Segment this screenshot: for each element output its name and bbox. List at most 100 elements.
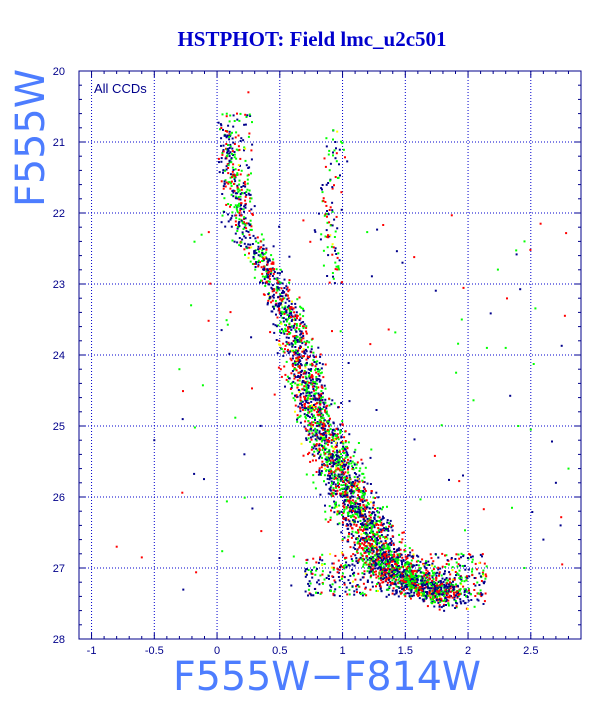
data-point [463, 594, 466, 596]
data-point [222, 187, 225, 190]
data-point [285, 336, 288, 339]
data-point [337, 267, 340, 269]
data-point [360, 528, 363, 531]
data-point [433, 565, 436, 568]
data-point [365, 545, 368, 548]
data-point [341, 423, 344, 426]
data-point [377, 558, 380, 561]
data-point [238, 218, 241, 221]
data-point [305, 437, 308, 440]
data-point [385, 526, 388, 529]
data-point [328, 450, 331, 453]
data-point [438, 590, 441, 593]
data-point [410, 563, 413, 566]
data-point [235, 195, 238, 198]
data-point [452, 588, 455, 591]
data-point [426, 605, 429, 608]
data-point [326, 221, 329, 224]
data-point [318, 471, 321, 474]
data-point [259, 240, 262, 243]
data-point [332, 277, 335, 280]
data-point [269, 331, 272, 334]
data-point [385, 529, 388, 532]
data-point [482, 569, 485, 572]
data-point [312, 421, 315, 424]
data-point [243, 216, 246, 219]
data-point [305, 386, 308, 389]
data-point [243, 210, 245, 213]
data-point [380, 556, 383, 559]
data-point [193, 426, 196, 429]
data-point [387, 549, 390, 552]
data-point [342, 468, 345, 471]
data-point [266, 269, 269, 272]
data-point [320, 416, 323, 419]
data-point [324, 518, 327, 521]
data-point [263, 267, 266, 270]
data-point [347, 465, 350, 468]
data-point [330, 480, 333, 483]
data-point [307, 368, 310, 371]
data-point [411, 573, 414, 576]
data-point [424, 597, 427, 600]
data-point [292, 354, 295, 357]
data-point [346, 445, 348, 448]
data-point [378, 531, 381, 533]
data-point [372, 536, 374, 539]
data-point [382, 515, 384, 518]
data-point [322, 406, 325, 409]
data-point [374, 497, 377, 499]
data-point [321, 573, 324, 576]
data-point [330, 484, 333, 487]
data-point [363, 573, 366, 576]
data-point [349, 456, 352, 459]
data-point [414, 590, 417, 593]
data-point [220, 180, 223, 183]
data-point [257, 261, 260, 264]
data-point [444, 597, 447, 600]
data-point [411, 595, 414, 598]
data-point [335, 467, 337, 470]
data-point [464, 576, 467, 579]
data-point [473, 577, 476, 579]
data-point [333, 506, 336, 509]
data-point [331, 187, 334, 190]
data-point [337, 473, 340, 476]
data-point [320, 371, 323, 374]
data-point [218, 161, 220, 164]
data-point [307, 346, 309, 349]
data-point [358, 546, 361, 549]
data-point [382, 517, 385, 519]
data-point [354, 548, 357, 550]
data-point [354, 578, 357, 581]
data-point [432, 587, 435, 589]
data-point [250, 158, 253, 161]
data-point [307, 453, 309, 456]
data-point [245, 194, 248, 196]
data-point [457, 573, 460, 576]
data-point [420, 578, 423, 580]
data-point [323, 467, 326, 470]
data-point [435, 584, 438, 587]
data-point [231, 150, 234, 153]
data-point [304, 366, 307, 369]
data-point [294, 328, 297, 331]
data-point [332, 566, 335, 569]
data-point [345, 487, 348, 490]
data-point [403, 593, 406, 596]
data-point [251, 387, 253, 390]
data-point [293, 311, 296, 314]
data-point [279, 293, 282, 296]
data-point [327, 474, 329, 477]
data-point [366, 528, 369, 531]
data-point [410, 584, 413, 587]
data-point [221, 113, 224, 116]
data-point [282, 320, 285, 323]
data-point [377, 524, 380, 526]
data-point [411, 555, 414, 557]
data-point [391, 524, 394, 527]
data-point [381, 562, 384, 565]
data-point [290, 349, 293, 352]
data-point [391, 564, 394, 566]
data-point [391, 535, 394, 538]
